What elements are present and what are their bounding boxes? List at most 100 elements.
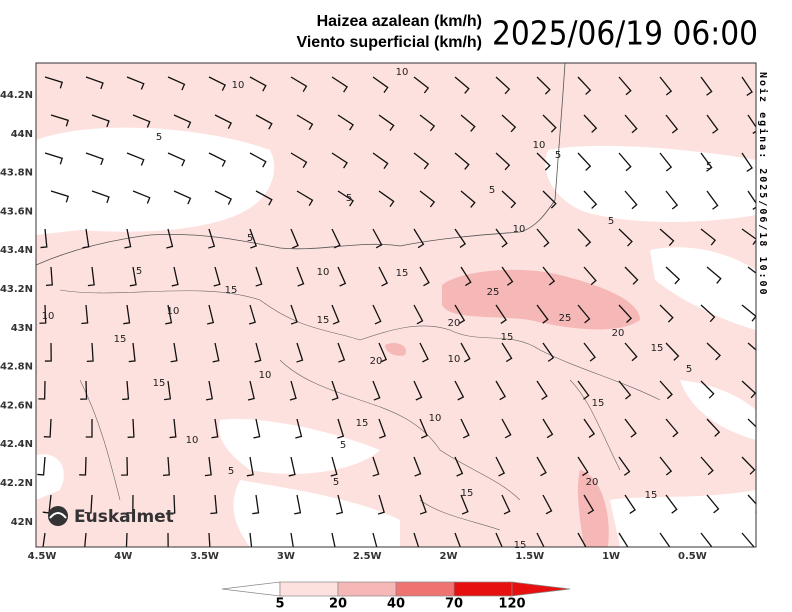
wind-barb [413,152,430,170]
contour-label: 5 [340,440,346,451]
wind-barb [290,228,299,249]
wind-barb [618,380,632,400]
wind-barb [659,228,675,247]
wind-barb [85,76,104,90]
wind-barb [659,152,673,172]
wind-barb [167,152,186,167]
side-note: Noiz egina: 2025/06/18 10:00 [757,72,769,297]
wind-barb [583,494,595,515]
x-axis-label: 2W [440,551,458,562]
wind-barb [205,380,213,401]
wind-barb [296,114,314,130]
wind-barb [419,190,436,208]
contour-label: 10 [186,435,199,446]
wind-barb [618,304,633,324]
wind-barb [91,114,110,128]
wind-barb [624,494,636,514]
wind-barb [747,418,756,428]
contour-label: 10 [396,67,409,78]
wind-barb [85,152,104,166]
wind-barb [706,114,719,134]
contour-label: 5 [228,466,234,477]
wind-barb [460,342,471,363]
contour-label: 10 [429,413,442,424]
wind-barb [84,532,87,547]
contour-label: 15 [651,343,664,354]
wind-barb [413,304,424,325]
wind-barb [249,532,253,547]
wind-barb [741,380,756,399]
wind-barb [741,228,756,245]
wind-barb [213,266,221,287]
wind-barb [255,190,273,206]
wind-barb [170,342,178,363]
wind-barb [337,266,347,287]
wind-barb [536,304,549,324]
wind-barb [166,228,174,249]
wind-barb [372,76,389,93]
wind-barb [536,456,547,477]
wind-barb [378,418,387,439]
wind-barb [495,76,511,95]
wind-barb [164,380,172,401]
colorbar-label: 70 [445,597,463,612]
wind-barb [331,76,348,93]
contour-label: 5 [706,161,712,172]
contour-label: 15 [317,315,330,326]
wind-barb [208,76,227,91]
wind-barb [542,342,555,362]
wind-barb [168,494,176,514]
y-axis-label: 44.2N [0,90,33,101]
wind-barb [252,494,260,515]
wind-barb [372,456,380,477]
wind-barb [167,76,186,91]
x-axis-label: 4.5W [28,551,57,562]
wind-barb [42,532,46,547]
x-axis-label: 2.5W [353,551,382,562]
wind-barb [419,114,436,132]
wind-barb [700,152,713,172]
wind-barb [542,266,556,286]
wind-barb [173,190,192,205]
y-axis-label: 43.6N [0,206,33,217]
wind-barb [665,494,678,514]
wind-barb [536,228,550,248]
wind-barb [618,532,629,547]
wind-barb [413,228,425,249]
wind-barb [577,532,587,547]
colorbar-label: 120 [498,597,525,612]
wind-barb [501,418,512,439]
wind-barb [331,532,336,547]
wind-barb [127,418,135,438]
wind-barb [336,494,344,515]
wind-barb [331,304,340,325]
wind-barb [501,190,517,209]
wind-barb [413,380,423,401]
wind-barb [372,228,383,249]
contour-label: 5 [333,477,339,488]
wind-barb [132,190,151,204]
wind-barb [82,228,90,249]
wind-barb [255,266,263,287]
wind-barb [44,342,52,362]
wind-barb [460,114,476,132]
wind-barb [290,76,308,92]
contour-label: 25 [487,287,500,298]
wind-barb [501,342,513,363]
wind-barb [741,456,756,475]
x-axis-label: 1W [602,551,620,562]
contour-label: 5 [608,216,614,227]
wind-barb [288,456,296,477]
colorbar-label: 5 [275,597,284,612]
wind-barb [296,266,305,287]
wind-barb [501,114,517,133]
wind-barb [86,342,94,362]
wind-barb [37,456,46,476]
wind-barb [162,456,170,477]
contour-label: 10 [513,224,526,235]
wind-barb [214,114,233,129]
wind-barb [337,190,354,207]
wind-barb [254,342,262,363]
contour-label: 5 [686,364,692,375]
wind-barb [700,228,717,246]
